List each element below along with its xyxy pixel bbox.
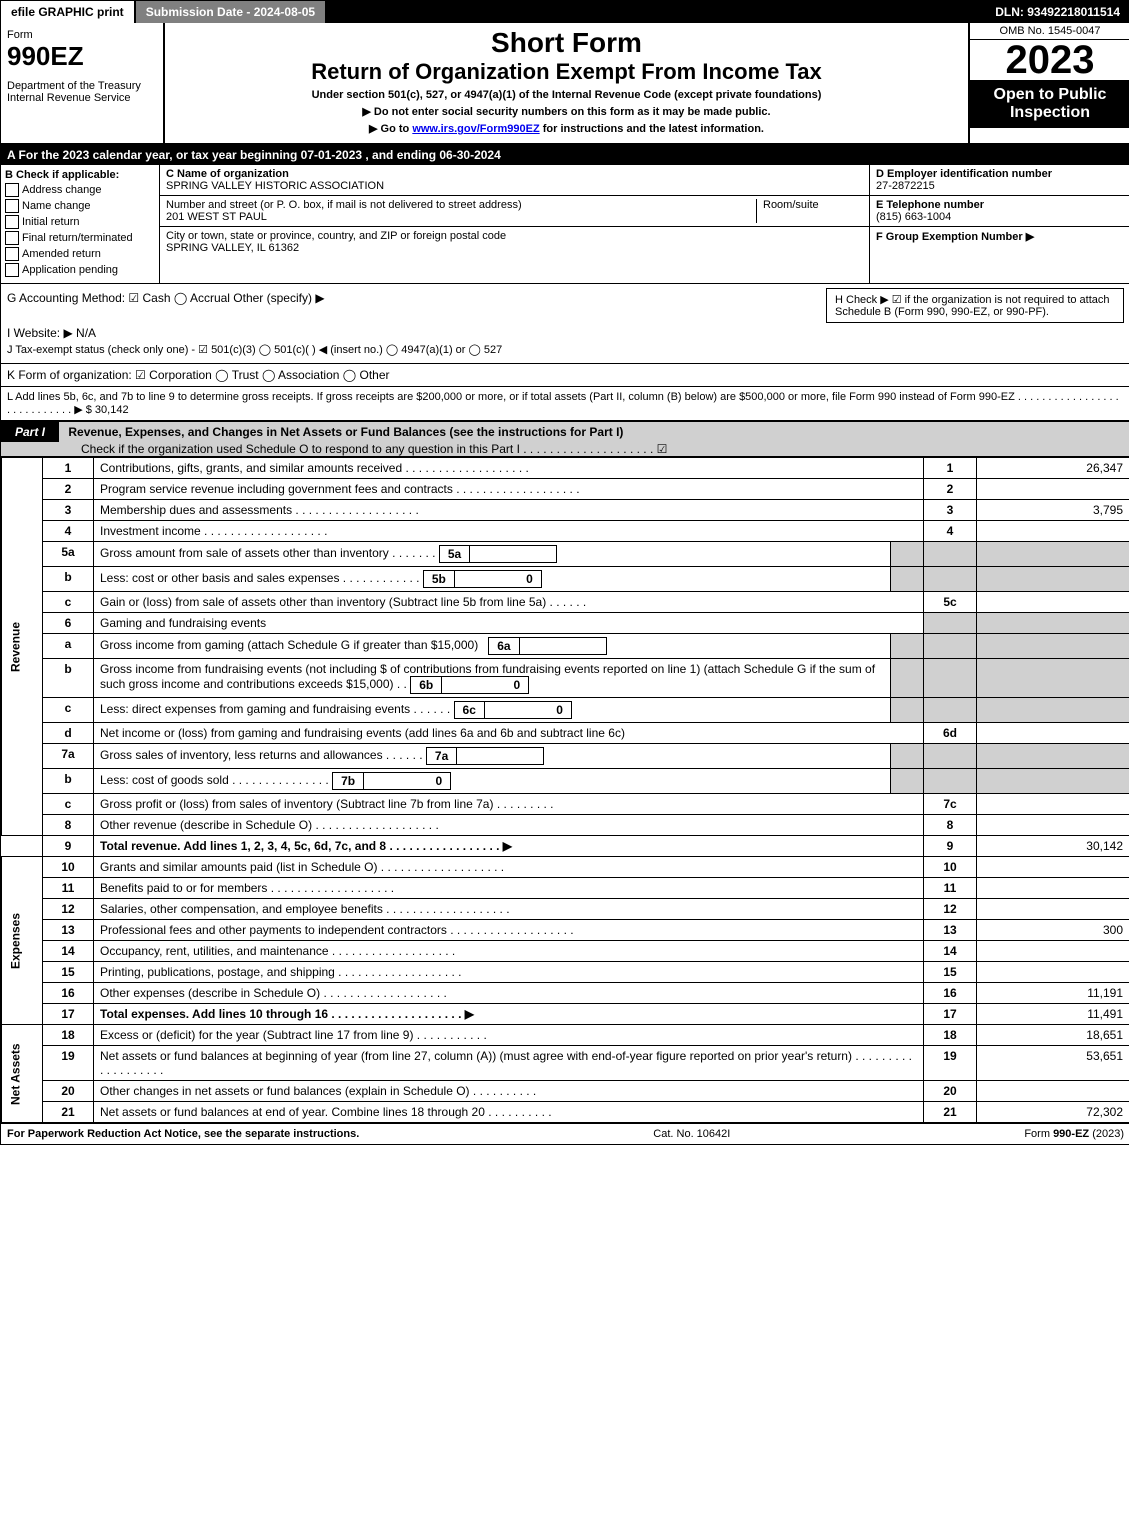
row-5c: cGain or (loss) from sale of assets othe… <box>2 592 1129 613</box>
row-11: 11Benefits paid to or for members11 <box>2 878 1129 899</box>
row-6b: bGross income from fundraising events (n… <box>2 659 1129 698</box>
dept1: Department of the Treasury <box>7 80 157 92</box>
row-5a: 5aGross amount from sale of assets other… <box>2 542 1129 567</box>
row-21: 21Net assets or fund balances at end of … <box>2 1102 1129 1123</box>
part-1-header: Part I Revenue, Expenses, and Changes in… <box>1 421 1129 457</box>
row-5b: bLess: cost or other basis and sales exp… <box>2 567 1129 592</box>
val-1: 26,347 <box>977 458 1129 479</box>
cb-name-change[interactable]: Name change <box>5 199 155 213</box>
cb-final-return[interactable]: Final return/terminated <box>5 231 155 245</box>
revenue-vert: Revenue <box>2 458 43 836</box>
row-6: 6Gaming and fundraising events <box>2 613 1129 634</box>
line-j: J Tax-exempt status (check only one) - ☑… <box>7 343 1124 356</box>
header: Form 990EZ Department of the Treasury In… <box>1 23 1129 145</box>
row-12: 12Salaries, other compensation, and empl… <box>2 899 1129 920</box>
header-right: OMB No. 1545-0047 2023 Open to Public In… <box>968 23 1129 143</box>
line-k: K Form of organization: ☑ Corporation ◯ … <box>1 364 1129 387</box>
row-6a: aGross income from gaming (attach Schedu… <box>2 634 1129 659</box>
line-g: G Accounting Method: ☑ Cash ◯ Accrual Ot… <box>7 291 806 305</box>
row-16: 16Other expenses (describe in Schedule O… <box>2 983 1129 1004</box>
b-title: B Check if applicable: <box>5 169 155 181</box>
cb-application-pending[interactable]: Application pending <box>5 263 155 277</box>
irs-link[interactable]: www.irs.gov/Form990EZ <box>412 123 539 135</box>
c-city-label: City or town, state or province, country… <box>166 230 506 242</box>
open-to-public: Open to Public Inspection <box>970 80 1129 128</box>
submission-date: Submission Date - 2024-08-05 <box>136 1 327 23</box>
cb-amended-return[interactable]: Amended return <box>5 247 155 261</box>
dln: DLN: 93492218011514 <box>985 1 1129 23</box>
net-assets-vert: Net Assets <box>2 1025 43 1123</box>
cb-address-change[interactable]: Address change <box>5 183 155 197</box>
section-d-e-f: D Employer identification number 27-2872… <box>869 165 1129 283</box>
row-14: 14Occupancy, rent, utilities, and mainte… <box>2 941 1129 962</box>
row-17: 17Total expenses. Add lines 10 through 1… <box>2 1004 1129 1025</box>
org-city: SPRING VALLEY, IL 61362 <box>166 242 299 254</box>
subtitle-2: ▶ Do not enter social security numbers o… <box>169 105 964 118</box>
catalog-number: Cat. No. 10642I <box>653 1128 730 1140</box>
row-9: 9Total revenue. Add lines 1, 2, 3, 4, 5c… <box>2 836 1129 857</box>
line-h: H Check ▶ ☑ if the organization is not r… <box>826 288 1124 323</box>
phone: (815) 663-1004 <box>876 211 951 223</box>
row-15: 15Printing, publications, postage, and s… <box>2 962 1129 983</box>
subtitle-1: Under section 501(c), 527, or 4947(a)(1)… <box>169 89 964 101</box>
line-a: A For the 2023 calendar year, or tax yea… <box>1 145 1129 165</box>
expenses-vert: Expenses <box>2 857 43 1025</box>
row-19: 19Net assets or fund balances at beginni… <box>2 1046 1129 1081</box>
form-id: Form 990-EZ (2023) <box>1024 1128 1124 1140</box>
header-mid: Short Form Return of Organization Exempt… <box>165 23 968 143</box>
c-name-label: C Name of organization <box>166 168 289 180</box>
section-c: C Name of organization SPRING VALLEY HIS… <box>160 165 869 283</box>
form-990ez-page: efile GRAPHIC print Submission Date - 20… <box>0 0 1129 1145</box>
cb-initial-return[interactable]: Initial return <box>5 215 155 229</box>
row-13: 13Professional fees and other payments t… <box>2 920 1129 941</box>
tax-year: 2023 <box>970 40 1129 80</box>
c-room-label: Room/suite <box>763 199 819 211</box>
row-2: 2Program service revenue including gover… <box>2 479 1129 500</box>
efile-print[interactable]: efile GRAPHIC print <box>1 1 136 23</box>
top-bar: efile GRAPHIC print Submission Date - 20… <box>1 1 1129 23</box>
row-7b: bLess: cost of goods sold . . . . . . . … <box>2 769 1129 794</box>
footer: For Paperwork Reduction Act Notice, see … <box>1 1123 1129 1144</box>
row-6d: dNet income or (loss) from gaming and fu… <box>2 723 1129 744</box>
row-18: Net Assets 18Excess or (deficit) for the… <box>2 1025 1129 1046</box>
header-left: Form 990EZ Department of the Treasury In… <box>1 23 165 143</box>
e-label: E Telephone number <box>876 199 984 211</box>
row-8: 8Other revenue (describe in Schedule O)8 <box>2 815 1129 836</box>
section-g-to-l: G Accounting Method: ☑ Cash ◯ Accrual Ot… <box>1 284 1129 364</box>
f-label: F Group Exemption Number ▶ <box>876 231 1034 243</box>
row-20: 20Other changes in net assets or fund ba… <box>2 1081 1129 1102</box>
revenue-table: Revenue 1Contributions, gifts, grants, a… <box>1 457 1129 1123</box>
c-street-label: Number and street (or P. O. box, if mail… <box>166 199 522 211</box>
title-short-form: Short Form <box>169 27 964 59</box>
form-number: 990EZ <box>7 41 157 72</box>
org-street: 201 WEST ST PAUL <box>166 211 267 223</box>
subtitle-3: ▶ Go to www.irs.gov/Form990EZ for instru… <box>169 122 964 135</box>
org-name: SPRING VALLEY HISTORIC ASSOCIATION <box>166 180 384 192</box>
dept2: Internal Revenue Service <box>7 92 157 104</box>
row-7a: 7aGross sales of inventory, less returns… <box>2 744 1129 769</box>
line-l: L Add lines 5b, 6c, and 7b to line 9 to … <box>1 387 1129 421</box>
section-b: B Check if applicable: Address change Na… <box>1 165 160 283</box>
paperwork-notice: For Paperwork Reduction Act Notice, see … <box>7 1128 359 1140</box>
row-1: Revenue 1Contributions, gifts, grants, a… <box>2 458 1129 479</box>
part-1-check: Check if the organization used Schedule … <box>1 439 673 459</box>
row-10: Expenses 10Grants and similar amounts pa… <box>2 857 1129 878</box>
row-3: 3Membership dues and assessments33,795 <box>2 500 1129 521</box>
ein: 27-2872215 <box>876 180 935 192</box>
row-4: 4Investment income4 <box>2 521 1129 542</box>
line-i: I Website: ▶ N/A <box>7 326 1124 340</box>
row-7c: cGross profit or (loss) from sales of in… <box>2 794 1129 815</box>
form-word: Form <box>7 29 157 41</box>
title-return: Return of Organization Exempt From Incom… <box>169 59 964 85</box>
d-label: D Employer identification number <box>876 168 1052 180</box>
info-block: B Check if applicable: Address change Na… <box>1 165 1129 284</box>
row-6c: cLess: direct expenses from gaming and f… <box>2 698 1129 723</box>
